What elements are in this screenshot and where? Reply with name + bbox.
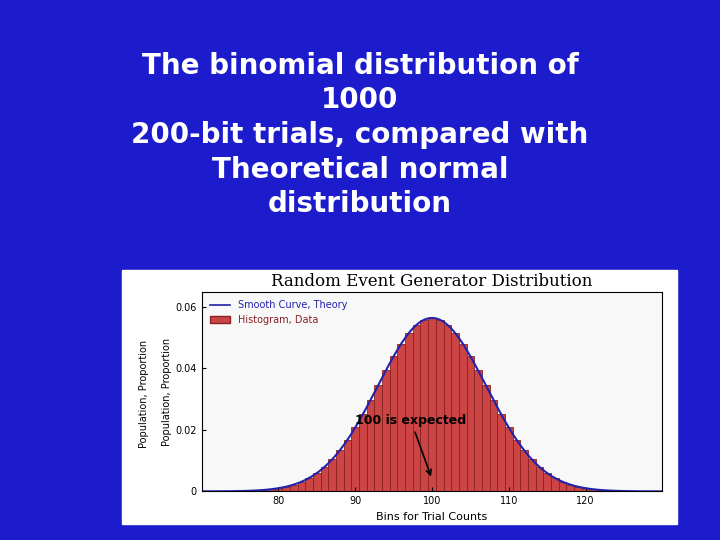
Bar	[259, 490, 267, 491]
Bar	[351, 428, 359, 491]
Bar	[405, 333, 413, 491]
Bar	[574, 487, 582, 491]
Bar	[582, 488, 590, 491]
Bar	[482, 385, 490, 491]
Y-axis label: Population, Proportion: Population, Proportion	[163, 338, 173, 446]
Bar	[551, 478, 559, 491]
Bar	[513, 440, 521, 491]
Bar	[320, 467, 328, 491]
Bar	[290, 484, 297, 491]
Bar	[274, 488, 282, 491]
Bar	[444, 325, 451, 491]
Bar	[597, 490, 605, 491]
Bar	[343, 440, 351, 491]
Bar	[313, 473, 320, 491]
Text: The binomial distribution of
1000
200-bit trials, compared with
Theoretical norm: The binomial distribution of 1000 200-bi…	[131, 52, 589, 218]
Bar	[567, 484, 574, 491]
Bar	[528, 460, 536, 491]
Text: 100 is expected: 100 is expected	[355, 414, 467, 475]
Bar	[590, 489, 597, 491]
Bar	[328, 460, 336, 491]
Bar	[282, 487, 290, 491]
Bar	[420, 320, 428, 491]
Legend: Smooth Curve, Theory, Histogram, Data: Smooth Curve, Theory, Histogram, Data	[207, 296, 351, 329]
Title: Random Event Generator Distribution: Random Event Generator Distribution	[271, 273, 593, 290]
Bar	[498, 414, 505, 491]
Bar	[467, 356, 474, 491]
Bar	[436, 320, 444, 491]
Bar	[505, 428, 513, 491]
Bar	[474, 370, 482, 491]
Bar	[521, 450, 528, 491]
Bar	[382, 370, 390, 491]
Bar	[374, 385, 382, 491]
Bar	[366, 400, 374, 491]
Bar	[605, 490, 613, 491]
Bar	[451, 333, 459, 491]
Bar	[359, 414, 366, 491]
Bar	[251, 490, 259, 491]
Text: Population, Proportion: Population, Proportion	[139, 340, 149, 448]
Bar	[559, 482, 567, 491]
Bar	[336, 450, 343, 491]
Bar	[297, 482, 305, 491]
Bar	[536, 467, 544, 491]
X-axis label: Bins for Trial Counts: Bins for Trial Counts	[377, 512, 487, 522]
Bar	[267, 489, 274, 491]
Bar	[544, 473, 551, 491]
Bar	[459, 343, 467, 491]
Bar	[490, 400, 498, 491]
Bar	[413, 325, 420, 491]
Bar	[397, 343, 405, 491]
Bar	[390, 356, 397, 491]
Bar	[305, 478, 313, 491]
Bar	[428, 318, 436, 491]
